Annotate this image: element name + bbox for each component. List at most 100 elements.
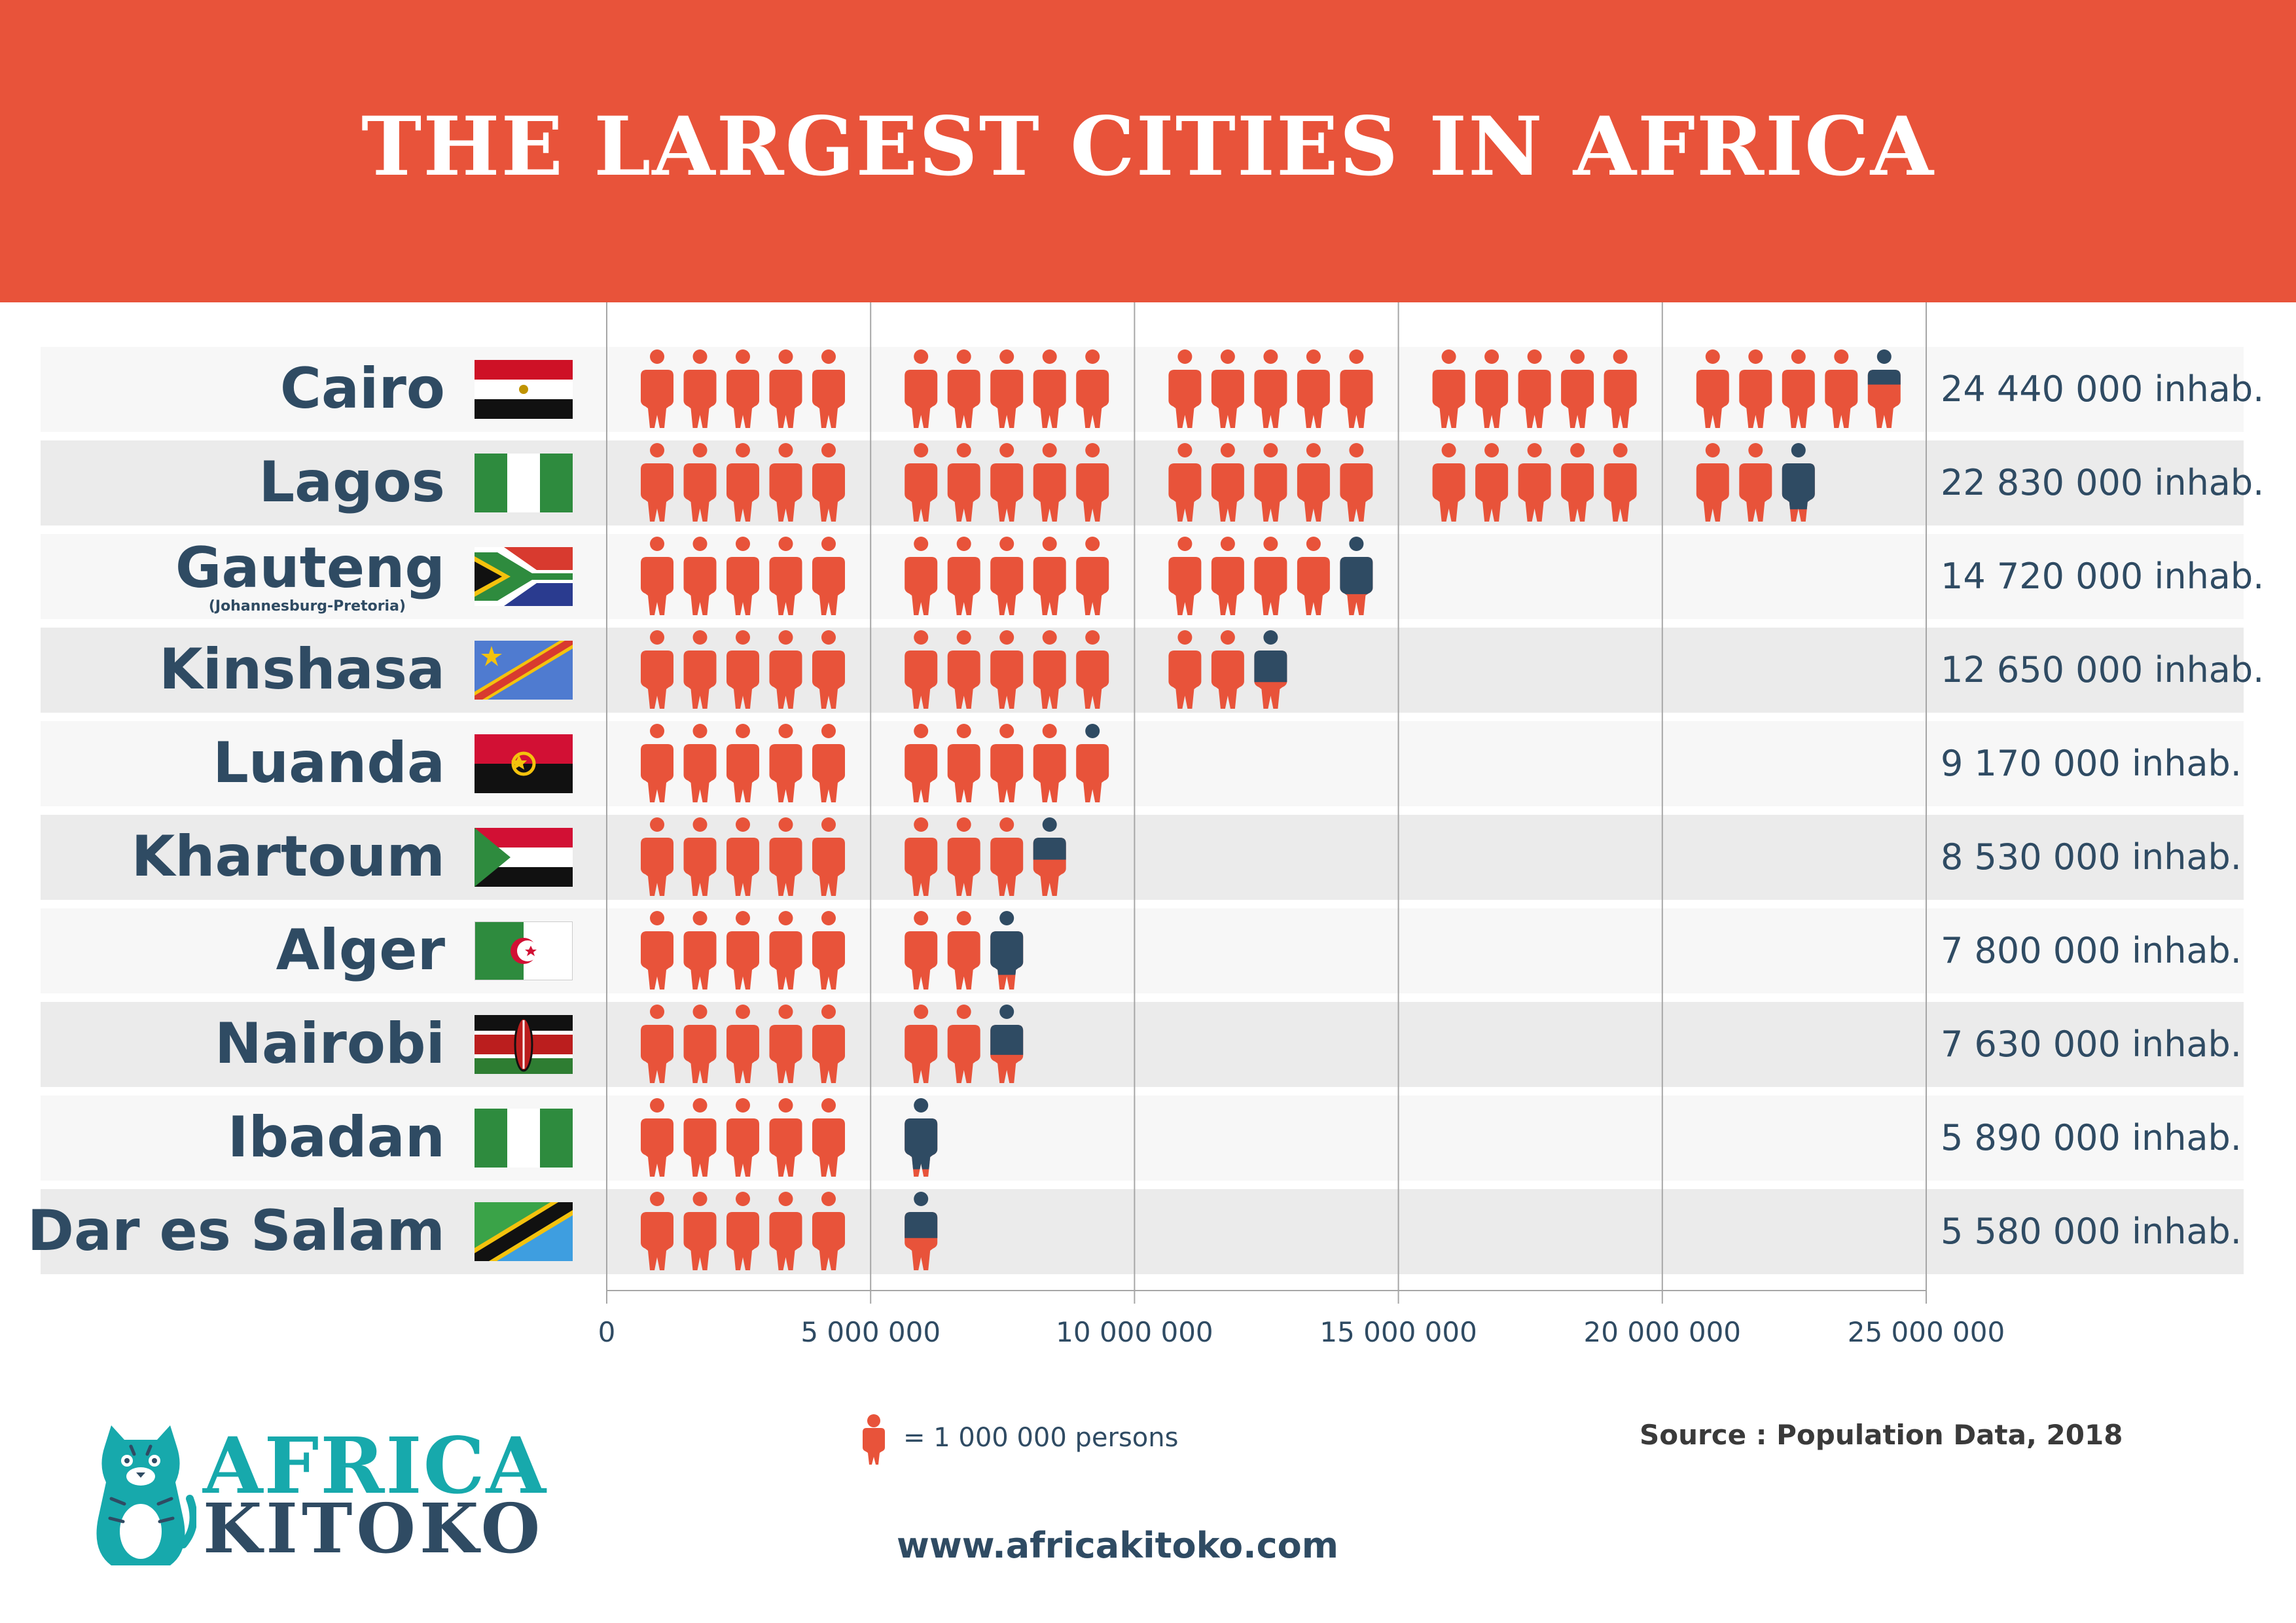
person-head: [914, 817, 929, 832]
person-body: [1211, 557, 1244, 615]
person-icon: [1340, 349, 1373, 428]
person-head: [778, 630, 793, 645]
person-head: [736, 724, 750, 738]
source-note: Source : Population Data, 2018: [1640, 1419, 2123, 1451]
person-icon: [1297, 537, 1330, 615]
person-icon: [1604, 443, 1637, 522]
person-icon: [1254, 537, 1287, 615]
person-body: [947, 557, 980, 615]
person-body: [812, 838, 845, 896]
person-icon: [726, 1005, 759, 1083]
person-body: [683, 1212, 717, 1270]
person-icon: [905, 537, 938, 615]
person-icons-row: [641, 1098, 938, 1177]
person-icon: [1475, 349, 1509, 428]
person-head: [692, 724, 708, 738]
person-head: [736, 537, 750, 551]
person-body: [812, 370, 845, 428]
person-body: [812, 931, 845, 990]
person-body: [812, 1212, 845, 1270]
person-head: [650, 724, 664, 738]
person-head: [1570, 443, 1585, 457]
person-body: [769, 744, 802, 802]
person-head: [692, 443, 708, 457]
person-head: [1263, 537, 1278, 551]
city-name: Alger: [276, 918, 446, 983]
person-body: [1033, 370, 1066, 428]
person-body: [641, 463, 673, 522]
person-body: [947, 651, 980, 709]
person-icon: [683, 443, 717, 522]
value-label: 5 580 000 inhab.: [1941, 1211, 2242, 1252]
person-head: [736, 349, 750, 364]
person-head: [1177, 349, 1193, 364]
person-head: [778, 724, 793, 738]
person-icon: [683, 1192, 717, 1270]
person-icon: [905, 349, 938, 428]
person-icon: [1696, 443, 1729, 522]
website-link[interactable]: www.africakitoko.com: [897, 1525, 1339, 1566]
person-body: [812, 744, 845, 802]
person-icons-row: [641, 1192, 938, 1270]
person-body: [683, 370, 717, 428]
person-body: [812, 463, 845, 522]
person-body: [1297, 463, 1330, 522]
person-icon: [1254, 349, 1287, 428]
person-icon: [769, 724, 802, 802]
person-icon: [1432, 349, 1465, 428]
person-icon: [990, 817, 1024, 896]
person-icon: [683, 1005, 717, 1083]
x-tick-label: 0: [598, 1316, 616, 1348]
person-body-partial: [905, 1118, 938, 1169]
person-icon: [905, 1192, 938, 1270]
person-icon: [683, 1098, 717, 1177]
person-icon: [1475, 443, 1509, 522]
person-icon: [1076, 537, 1109, 615]
person-head: [1705, 443, 1720, 457]
person-body: [683, 1025, 717, 1083]
person-icon: [1739, 349, 1772, 428]
value-label: 14 720 000 inhab.: [1941, 556, 2264, 597]
person-icon: [1211, 443, 1244, 522]
person-body: [1076, 557, 1109, 615]
person-body: [641, 931, 673, 990]
city-name: Ibadan: [228, 1105, 445, 1170]
person-icon: [812, 724, 845, 802]
person-head: [1085, 724, 1100, 738]
person-head: [1613, 443, 1628, 457]
person-body: [641, 1212, 673, 1270]
person-body: [1211, 651, 1244, 709]
person-body: [769, 1025, 802, 1083]
person-icon: [726, 911, 759, 990]
x-tick-label: 20 000 000: [1584, 1316, 1741, 1348]
city-name: Dar es Salam: [27, 1198, 445, 1264]
person-head: [778, 537, 793, 551]
person-body: [812, 1025, 845, 1083]
person-head: [1177, 630, 1193, 645]
person-icons-row: [641, 817, 1066, 896]
person-body: [683, 744, 717, 802]
person-body: [990, 838, 1024, 896]
person-body: [990, 557, 1024, 615]
row-band: [41, 815, 2244, 900]
person-head: [1306, 443, 1321, 457]
person-icon: [726, 817, 759, 896]
person-body: [726, 557, 759, 615]
person-body: [1168, 370, 1202, 428]
person-body: [1254, 463, 1287, 522]
person-icon: [812, 1005, 845, 1083]
person-head: [1484, 349, 1499, 364]
person-icon: [726, 349, 759, 428]
person-icon: [1033, 537, 1066, 615]
person-head: [956, 911, 971, 925]
person-body: [812, 651, 845, 709]
person-icon: [683, 724, 717, 802]
person-icon: [1033, 724, 1066, 802]
person-body: [1696, 463, 1729, 522]
person-head: [1220, 537, 1235, 551]
person-icon: [726, 537, 759, 615]
person-body: [683, 463, 717, 522]
person-head: [1177, 443, 1193, 457]
person-icon: [1076, 443, 1109, 522]
person-body: [769, 651, 802, 709]
